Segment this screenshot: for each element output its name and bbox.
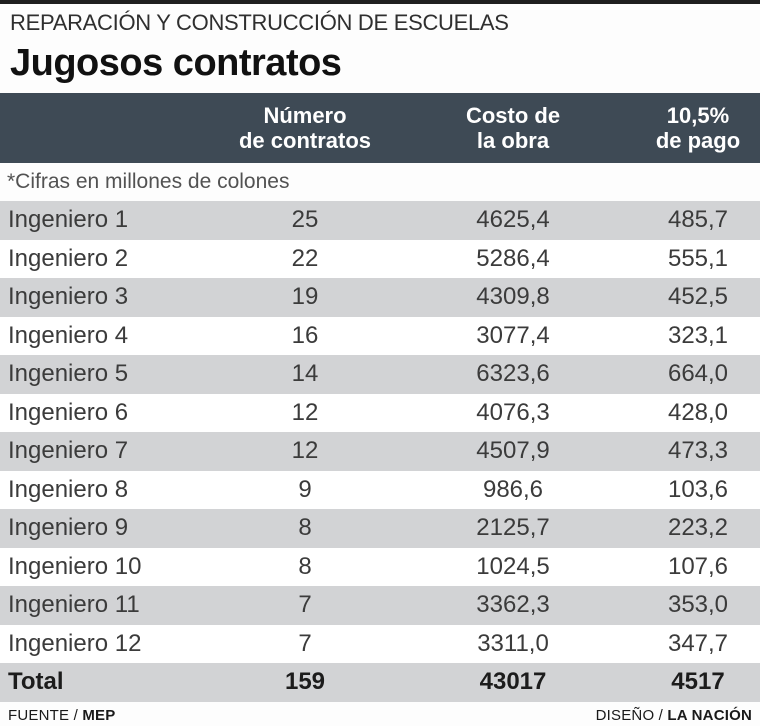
total-label: Total [8, 668, 64, 696]
cell-contracts: 12 [291, 437, 319, 465]
cell-payment: 452,5 [667, 283, 729, 311]
table-row: Ingeniero 1 25 4625,4 485,7 [0, 201, 760, 240]
cell-payment: 223,2 [667, 514, 729, 542]
row-label: Ingeniero 11 [8, 591, 140, 619]
design-credit: DISEÑO / LA NACIÓN [596, 707, 752, 724]
page-title: Jugosos contratos [10, 42, 342, 84]
table-row: Ingeniero 9 8 2125,7 223,2 [0, 509, 760, 548]
cell-payment: 428,0 [667, 398, 729, 426]
cell-cost: 4309,8 [476, 283, 550, 311]
row-label: Ingeniero 8 [8, 475, 129, 503]
header-cell-cost: Costo de la obra [390, 103, 636, 153]
credits-bar: FUENTE / MEP DISEÑO / LA NACIÓN [0, 701, 760, 726]
cell-contracts: 22 [291, 244, 319, 272]
design-label: DISEÑO / [595, 707, 668, 724]
header-cost-line1: Costo de [465, 103, 561, 128]
table-row: Ingeniero 10 8 1024,5 107,6 [0, 547, 760, 586]
table-row: Ingeniero 3 19 4309,8 452,5 [0, 278, 760, 317]
cell-payment: 473,3 [667, 437, 729, 465]
row-label: Ingeniero 1 [8, 206, 129, 234]
cell-payment: 347,7 [667, 629, 729, 657]
table-row: Ingeniero 2 22 5286,4 555,1 [0, 239, 760, 278]
table-row: Ingeniero 8 9 986,6 103,6 [0, 470, 760, 509]
row-label: Ingeniero 10 [8, 552, 142, 580]
header-payment-line1: 10,5% [666, 103, 730, 128]
table-row: Ingeniero 5 14 6323,6 664,0 [0, 355, 760, 394]
table-row: Ingeniero 11 7 3362,3 353,0 [0, 586, 760, 625]
cell-cost: 986,6 [482, 475, 544, 503]
cell-cost: 3362,3 [476, 591, 550, 619]
table-row: Ingeniero 7 12 4507,9 473,3 [0, 432, 760, 471]
table-row: Ingeniero 6 12 4076,3 428,0 [0, 393, 760, 432]
row-label: Ingeniero 2 [8, 244, 129, 272]
cell-cost: 4507,9 [476, 437, 550, 465]
top-accent-bar [0, 0, 760, 4]
row-label: Ingeniero 12 [8, 629, 142, 657]
source-credit: FUENTE / MEP [8, 707, 115, 724]
row-label: Ingeniero 6 [8, 398, 129, 426]
total-payment: 4517 [671, 668, 725, 696]
cell-payment: 664,0 [667, 360, 729, 388]
header-cell-payment: 10,5% de pago [636, 103, 760, 153]
cell-payment: 323,1 [667, 321, 729, 349]
table-row: Ingeniero 4 16 3077,4 323,1 [0, 316, 760, 355]
header-contracts-line1: Número [263, 103, 347, 128]
cell-payment: 107,6 [667, 552, 729, 580]
row-label: Ingeniero 4 [8, 321, 129, 349]
total-contracts: 159 [284, 668, 326, 696]
table-header-row: Número de contratos Costo de la obra 10,… [0, 93, 760, 163]
design-value: LA NACIÓN [667, 707, 752, 724]
header-payment-line2: de pago [655, 128, 741, 153]
cell-cost: 5286,4 [476, 244, 550, 272]
table-body: Ingeniero 1 25 4625,4 485,7 Ingeniero 2 … [0, 201, 760, 663]
cell-cost: 6323,6 [476, 360, 550, 388]
source-value: MEP [82, 707, 116, 724]
table-total-row: Total 159 43017 4517 [0, 663, 760, 702]
table-row: Ingeniero 12 7 3311,0 347,7 [0, 624, 760, 663]
header-contracts-line2: de contratos [238, 128, 372, 153]
cell-contracts: 19 [291, 283, 319, 311]
cell-cost: 4076,3 [476, 398, 550, 426]
cell-contracts: 7 [298, 591, 312, 619]
total-cost: 43017 [479, 668, 547, 696]
cell-contracts: 25 [291, 206, 319, 234]
row-label: Ingeniero 5 [8, 360, 129, 388]
cell-contracts: 7 [298, 629, 312, 657]
header-cost-line2: la obra [476, 128, 550, 153]
cell-contracts: 9 [298, 475, 312, 503]
cell-cost: 4625,4 [476, 206, 550, 234]
cell-payment: 103,6 [667, 475, 729, 503]
row-label: Ingeniero 3 [8, 283, 129, 311]
title-block: REPARACIÓN Y CONSTRUCCIÓN DE ESCUELAS Ju… [0, 4, 760, 93]
row-label: Ingeniero 9 [8, 514, 129, 542]
row-label: Ingeniero 7 [8, 437, 129, 465]
source-label: FUENTE / [8, 707, 83, 724]
cell-cost: 3311,0 [477, 629, 549, 657]
cell-payment: 555,1 [667, 244, 729, 272]
cell-contracts: 8 [298, 552, 312, 580]
cell-payment: 485,7 [667, 206, 729, 234]
cell-payment: 353,0 [667, 591, 729, 619]
cell-cost: 2125,7 [476, 514, 550, 542]
cell-cost: 3077,4 [476, 321, 550, 349]
cell-contracts: 14 [291, 360, 319, 388]
cell-contracts: 12 [291, 398, 319, 426]
cell-cost: 1024,5 [476, 552, 550, 580]
header-cell-contracts: Número de contratos [220, 103, 390, 153]
cell-contracts: 16 [291, 321, 319, 349]
cell-contracts: 8 [298, 514, 312, 542]
units-note: *Cifras en millones de colones [0, 163, 760, 201]
kicker: REPARACIÓN Y CONSTRUCCIÓN DE ESCUELAS [10, 10, 509, 35]
